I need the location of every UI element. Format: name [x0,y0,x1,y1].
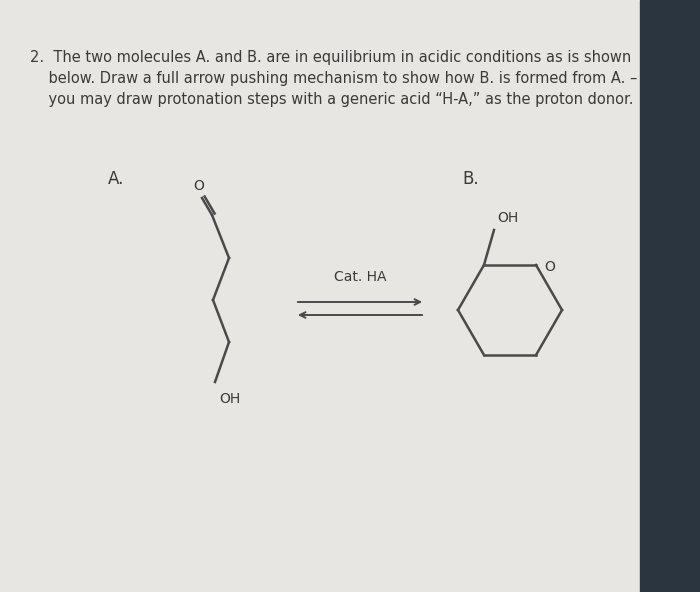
Text: OH: OH [219,392,240,406]
Text: OH: OH [497,211,518,225]
Text: B.: B. [462,170,479,188]
Text: O: O [194,179,204,193]
Text: O: O [544,260,555,274]
Text: Cat. HA: Cat. HA [334,270,386,284]
Text: A.: A. [108,170,125,188]
Text: 2.  The two molecules A. and B. are in equilibrium in acidic conditions as is sh: 2. The two molecules A. and B. are in eq… [30,50,638,107]
Bar [640,0,700,592]
